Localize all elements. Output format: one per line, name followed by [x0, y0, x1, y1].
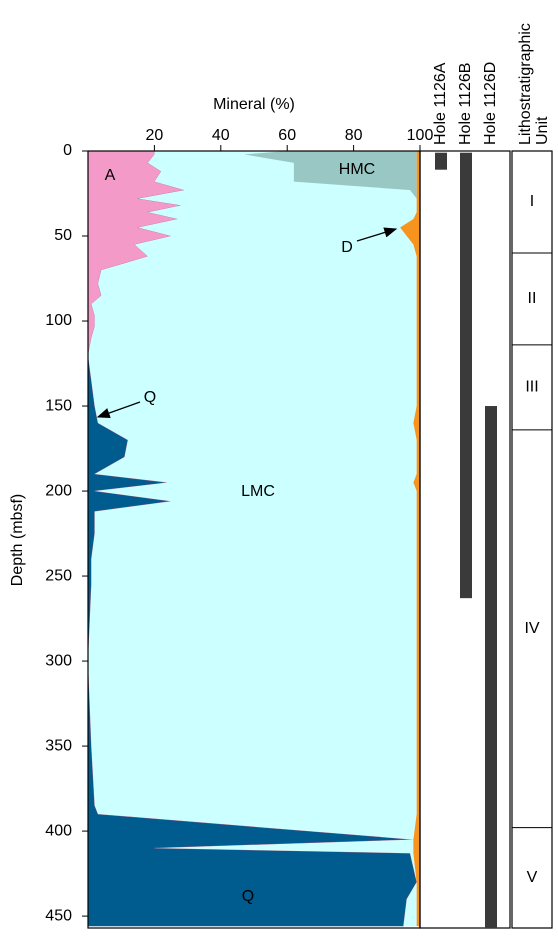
area-label: LMC: [241, 483, 275, 500]
arrow: [356, 227, 398, 242]
area-label: HMC: [339, 161, 375, 178]
hole-label: Hole 1126A: [432, 62, 449, 145]
area-label: D: [341, 239, 353, 256]
y-tick-label: 100: [45, 312, 72, 329]
areas: [87, 150, 420, 927]
area-label: A: [105, 167, 116, 184]
y-tick-label: 400: [45, 822, 72, 839]
area: [88, 151, 417, 927]
unit-label: I: [530, 193, 534, 210]
unit-label: IV: [524, 620, 539, 637]
unit-title: Unit: [534, 116, 551, 145]
y-axis-title: Depth (mbsf): [9, 494, 26, 586]
y-tick-label: 0: [63, 142, 72, 159]
y-tick-label: 300: [45, 652, 72, 669]
area-label: Q: [144, 389, 156, 406]
y-tick-label: 450: [45, 907, 72, 924]
area: [400, 151, 420, 927]
area: [88, 151, 417, 927]
arrow: [96, 401, 141, 418]
y-tick-label: 200: [45, 482, 72, 499]
x-tick-label: 20: [146, 127, 164, 144]
unit-label: III: [525, 379, 538, 396]
x-tick-label: 60: [278, 127, 296, 144]
units-frame: [511, 150, 553, 929]
y-tick-label: 250: [45, 567, 72, 584]
hole-bar: [460, 152, 472, 599]
hole-bar: [485, 406, 497, 928]
y-tick-label: 350: [45, 737, 72, 754]
x-axis-title: Mineral (%): [213, 96, 295, 113]
hole-label: Hole 1126D: [482, 62, 499, 145]
holes-frame: [419, 150, 511, 929]
y-tick-label: 50: [54, 227, 72, 244]
x-tick-label: 100: [407, 127, 434, 144]
y-tick-label: 150: [45, 397, 72, 414]
x-tick-label: 80: [345, 127, 363, 144]
hole-label: Hole 1126B: [457, 63, 474, 145]
x-tick-label: 40: [212, 127, 230, 144]
unit-title: Lithostratigraphic: [517, 23, 534, 145]
unit-label: II: [528, 290, 537, 307]
unit-label: V: [527, 869, 538, 886]
hole-bar: [435, 152, 447, 170]
area-label: Q: [242, 888, 254, 905]
